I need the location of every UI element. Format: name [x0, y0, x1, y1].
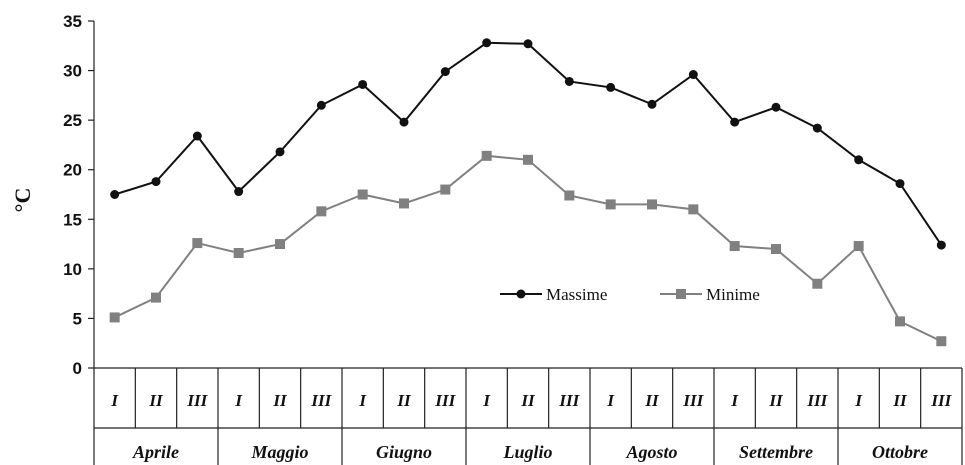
- data-point: [316, 206, 327, 217]
- series-minime: [109, 150, 947, 347]
- y-tick-label: 10: [63, 260, 82, 279]
- data-point: [233, 247, 244, 258]
- data-point: [729, 241, 740, 252]
- data-point: [275, 239, 285, 250]
- data-point: [688, 204, 699, 215]
- data-point: [647, 99, 657, 109]
- data-point: [110, 190, 120, 199]
- data-point: [936, 240, 946, 250]
- data-point: [771, 244, 781, 255]
- data-point: [399, 117, 409, 127]
- data-point: [605, 199, 616, 210]
- x-tick-label: II: [644, 391, 660, 410]
- data-point: [357, 189, 368, 200]
- data-point: [234, 187, 244, 197]
- month-label: Settembre: [739, 442, 813, 462]
- x-tick-label: II: [768, 391, 784, 410]
- month-label: Luglio: [502, 442, 552, 462]
- x-tick-label: I: [482, 391, 491, 410]
- axes: [93, 21, 962, 465]
- x-tick-label: I: [854, 391, 863, 410]
- data-point: [853, 241, 864, 252]
- x-tick-label: III: [310, 391, 332, 410]
- x-tick-label: II: [892, 391, 908, 410]
- data-point: [936, 336, 947, 347]
- y-axis-label: °C: [10, 188, 35, 213]
- data-point: [358, 79, 368, 89]
- x-tick-label: I: [234, 391, 243, 410]
- x-tick-label: II: [148, 391, 164, 410]
- series-line: [114, 41, 943, 246]
- x-tick-label: I: [606, 391, 615, 410]
- x-axis-categories: I II III I II III I II III I II III I II III I II III I II I…: [94, 368, 963, 465]
- x-tick-label: I: [358, 391, 367, 410]
- data-point: [812, 123, 822, 133]
- data-point: [606, 82, 616, 92]
- series-massime: [110, 38, 946, 250]
- data-point: [771, 102, 781, 112]
- x-tick-label: I: [730, 391, 739, 410]
- y-tick-label: 5: [73, 309, 82, 328]
- y-tick-label: 20: [63, 161, 82, 180]
- data-point: [440, 67, 450, 77]
- x-tick-label: III: [806, 391, 828, 410]
- data-point: [482, 38, 492, 48]
- data-point: [151, 177, 161, 187]
- x-tick-label: III: [186, 391, 208, 410]
- legend-item-minime: Minime: [660, 285, 760, 304]
- data-point: [481, 150, 492, 161]
- data-point: [192, 238, 203, 249]
- x-tick-label: III: [930, 391, 952, 410]
- y-tick-label: 0: [73, 359, 82, 378]
- legend-label: Massime: [546, 285, 607, 304]
- data-point: [895, 179, 905, 189]
- legend: Massime Minime: [500, 285, 760, 304]
- y-axis-ticks: 0 5 10 15 20 25 30 35: [63, 12, 94, 378]
- data-point: [523, 39, 533, 49]
- data-point: [564, 190, 575, 201]
- month-label: Aprile: [132, 442, 179, 462]
- x-tick-label: II: [520, 391, 536, 410]
- x-tick-label: I: [110, 391, 119, 410]
- data-point: [854, 155, 864, 165]
- data-point: [647, 199, 657, 210]
- data-point: [812, 278, 823, 289]
- legend-item-massime: Massime: [500, 285, 607, 304]
- data-point: [109, 312, 120, 323]
- x-tick-label: III: [434, 391, 456, 410]
- month-label: Giugno: [376, 442, 432, 462]
- y-tick-label: 35: [63, 12, 82, 31]
- data-point: [316, 100, 326, 110]
- data-point: [151, 292, 161, 303]
- x-tick-label: II: [396, 391, 412, 410]
- x-tick-label: III: [558, 391, 580, 410]
- series: [109, 38, 947, 347]
- legend-label: Minime: [706, 285, 760, 304]
- data-point: [523, 154, 533, 165]
- data-point: [440, 184, 451, 195]
- data-point: [275, 147, 285, 157]
- month-label: Agosto: [625, 442, 677, 462]
- legend-marker: [516, 289, 526, 299]
- month-label: Maggio: [250, 442, 308, 462]
- data-point: [399, 198, 409, 209]
- x-tick-label: III: [682, 391, 704, 410]
- y-tick-label: 30: [63, 62, 82, 81]
- data-point: [192, 131, 202, 141]
- x-tick-label: II: [272, 391, 288, 410]
- month-label: Ottobre: [872, 442, 928, 462]
- data-point: [730, 117, 740, 127]
- y-tick-label: 25: [63, 111, 82, 130]
- data-point: [895, 316, 905, 327]
- data-point: [564, 76, 574, 86]
- y-tick-label: 15: [63, 210, 82, 229]
- data-point: [688, 70, 698, 80]
- legend-marker: [676, 289, 686, 299]
